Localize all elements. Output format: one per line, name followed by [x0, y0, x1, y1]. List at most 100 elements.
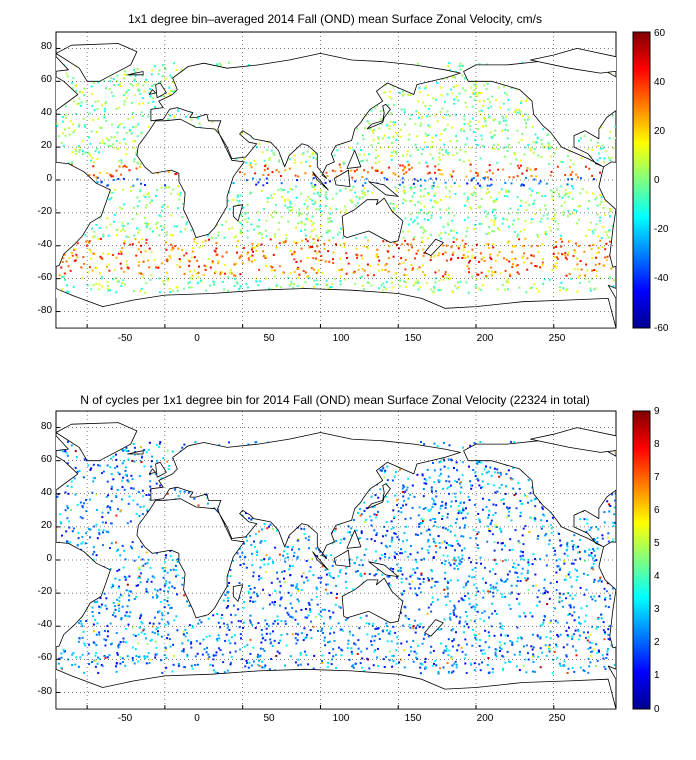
bin-cell [74, 84, 77, 87]
bin-cell [415, 252, 418, 255]
bin-cell [303, 533, 306, 536]
bin-cell [388, 650, 391, 653]
bin-cell [487, 232, 490, 235]
bin-cell [356, 254, 359, 257]
bin-cell [228, 228, 231, 230]
bin-cell [295, 260, 298, 263]
bin-cell [82, 117, 85, 120]
bin-cell [593, 228, 596, 231]
bin-cell [265, 235, 268, 238]
bin-cell [158, 69, 161, 72]
bin-cell [97, 238, 100, 241]
bin-cell [107, 144, 110, 147]
bin-cell [261, 633, 264, 636]
bin-cell [599, 194, 602, 196]
bin-cell [532, 584, 535, 587]
bin-cell [604, 631, 606, 634]
bin-cell [156, 172, 159, 175]
bin-cell [536, 244, 539, 247]
bin-cell [310, 637, 313, 640]
bin-cell [593, 178, 595, 181]
bin-cell [405, 539, 408, 542]
bin-cell [556, 257, 559, 260]
bin-cell [167, 279, 170, 282]
bin-cell [565, 289, 568, 292]
bin-cell [346, 257, 348, 259]
bin-cell [482, 125, 485, 128]
bin-cell [297, 276, 300, 279]
bin-cell [139, 617, 141, 620]
bin-cell [565, 597, 568, 600]
y-tick-label: 40 [41, 107, 53, 118]
bin-cell [272, 152, 275, 155]
bin-cell [475, 95, 478, 98]
bin-cell [296, 555, 299, 558]
bin-cell [106, 172, 109, 175]
bin-cell [608, 625, 611, 628]
bin-cell [71, 161, 74, 164]
bin-cell [470, 146, 473, 149]
bin-cell [162, 570, 165, 573]
bin-cell [424, 87, 427, 90]
bin-cell [251, 623, 254, 626]
bin-cell [223, 288, 225, 291]
bin-cell [218, 637, 221, 640]
bin-cell [505, 280, 508, 283]
bin-cell [377, 155, 380, 157]
bin-cell [360, 149, 363, 151]
bin-cell [525, 671, 528, 674]
bin-cell [579, 205, 582, 208]
bin-cell [250, 166, 253, 169]
bin-cell [468, 259, 471, 262]
bin-cell [612, 587, 614, 590]
bin-cell [599, 216, 602, 219]
bin-cell [80, 622, 83, 625]
bin-cell [271, 171, 274, 174]
bin-cell [371, 191, 374, 194]
bin-cell [156, 226, 158, 229]
bin-cell [482, 145, 485, 148]
bin-cell [235, 245, 238, 248]
bin-cell [395, 138, 398, 141]
bin-cell [456, 509, 459, 512]
bin-cell [125, 166, 128, 168]
bin-cell [485, 506, 488, 508]
bin-cell [351, 665, 354, 668]
bin-cell [522, 558, 525, 561]
bin-cell [613, 279, 615, 282]
bin-cell [73, 477, 76, 480]
bin-cell [614, 125, 616, 128]
bin-cell [426, 212, 428, 215]
bin-cell [547, 142, 550, 145]
bin-cell [282, 188, 285, 191]
bin-cell [234, 235, 237, 238]
bin-cell [414, 281, 417, 284]
bin-cell [245, 161, 248, 164]
bin-cell [151, 199, 154, 202]
bin-cell [487, 270, 490, 273]
bin-cell [606, 650, 609, 653]
bin-cell [149, 480, 152, 483]
bin-cell [333, 530, 336, 533]
bin-cell [505, 189, 508, 192]
bin-cell [239, 194, 242, 197]
bin-cell [486, 176, 489, 179]
bin-cell [388, 166, 391, 169]
bin-cell [117, 252, 120, 255]
bin-cell [230, 661, 232, 664]
bin-cell [127, 458, 130, 461]
bin-cell [225, 251, 228, 254]
x-tick-label: 0 [194, 333, 200, 344]
bin-cell [312, 268, 315, 271]
bin-cell [601, 537, 604, 540]
bin-cell [264, 163, 267, 166]
bin-cell [589, 221, 592, 224]
bin-cell [138, 261, 141, 263]
bin-cell [545, 208, 547, 211]
bin-cell [427, 528, 430, 531]
bin-cell [385, 83, 387, 86]
bin-cell [311, 153, 314, 156]
bin-cell [295, 586, 297, 589]
bin-cell [239, 287, 241, 290]
bin-cell [449, 524, 452, 527]
